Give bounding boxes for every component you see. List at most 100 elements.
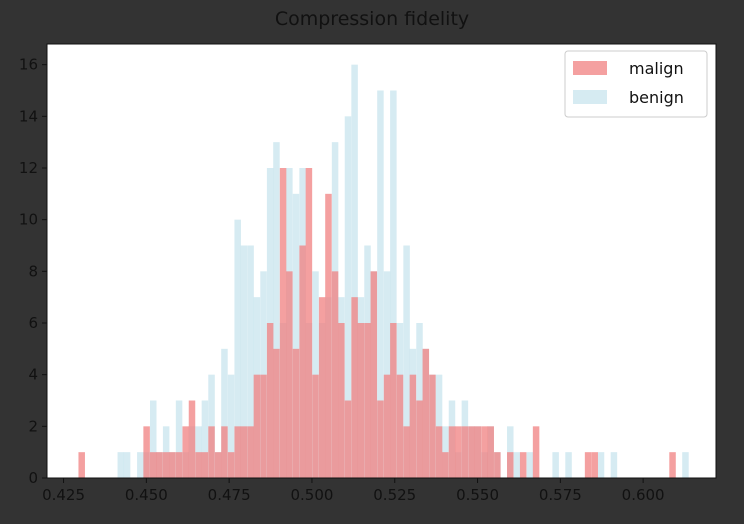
malign-bar	[325, 193, 332, 478]
malign-bar	[507, 452, 514, 478]
malign-bar	[403, 426, 410, 478]
malign-bar	[468, 426, 475, 478]
legend-swatch-benign	[573, 90, 607, 104]
malign-bar	[169, 452, 176, 478]
malign-bars	[78, 168, 676, 478]
benign-bar	[162, 426, 170, 478]
x-tick-label: 0.525	[373, 486, 416, 504]
benign-bar	[390, 90, 397, 478]
benign-bar	[610, 452, 618, 478]
benign-bar	[442, 426, 449, 478]
y-tick-label: 2	[28, 417, 38, 435]
malign-bar	[260, 374, 267, 478]
malign-bar	[201, 452, 209, 478]
benign-bar	[377, 90, 384, 478]
malign-bar	[156, 452, 163, 478]
malign-bar	[279, 168, 287, 478]
malign-bar	[416, 400, 423, 478]
malign-bar	[519, 452, 527, 478]
malign-bar	[584, 452, 592, 478]
malign-bar	[370, 271, 378, 478]
malign-bar	[344, 400, 352, 478]
benign-bar	[150, 400, 157, 478]
malign-bar	[312, 374, 319, 478]
malign-bar	[299, 245, 306, 478]
plot-frame	[46, 43, 717, 479]
x-tick-label: 0.425	[42, 486, 85, 504]
malign-bar	[487, 426, 494, 478]
malign-bar	[442, 452, 449, 478]
malign-bar	[234, 426, 241, 478]
benign-bar	[344, 116, 352, 478]
malign-bar	[221, 426, 228, 478]
malign-bar	[253, 374, 261, 478]
malign-bar	[240, 426, 248, 478]
legend: malign benign	[564, 50, 708, 118]
malign-bar	[448, 426, 456, 478]
malign-bar	[422, 348, 430, 478]
malign-bar	[474, 426, 482, 478]
y-tick-label: 8	[28, 262, 38, 280]
malign-bar	[429, 374, 436, 478]
malign-bar	[364, 323, 371, 478]
malign-bar	[669, 452, 676, 478]
malign-bar	[162, 452, 170, 478]
y-tick-label: 0	[28, 469, 38, 487]
x-axis: 0.425 0.450 0.475 0.500 0.525 0.550 0.575 0.600	[42, 478, 665, 504]
legend-swatch-malign	[573, 61, 607, 75]
malign-bar	[435, 426, 443, 478]
y-tick-label: 16	[19, 56, 38, 74]
malign-bar	[188, 400, 196, 478]
malign-bar	[150, 452, 157, 478]
x-tick-label: 0.450	[125, 486, 168, 504]
x-tick-label: 0.575	[539, 486, 582, 504]
malign-bar	[396, 374, 404, 478]
benign-bar	[195, 426, 202, 478]
malign-bar	[227, 452, 235, 478]
benign-bar	[260, 271, 267, 478]
malign-bar	[318, 297, 326, 478]
benign-bar	[552, 452, 559, 478]
malign-bar	[461, 426, 469, 478]
benign-bar	[507, 426, 514, 478]
malign-bar	[208, 426, 215, 478]
malign-bar	[357, 323, 365, 478]
benign-bar	[383, 271, 391, 478]
malign-bar	[175, 452, 183, 478]
malign-bar	[377, 400, 384, 478]
benign-bar	[273, 142, 280, 479]
legend-label-malign: malign	[629, 59, 684, 78]
benign-bar	[137, 452, 144, 478]
malign-bar	[331, 271, 339, 478]
benign-bar	[513, 452, 521, 478]
benign-bar	[240, 245, 248, 478]
benign-bar	[234, 219, 241, 479]
malign-bar	[409, 374, 417, 478]
malign-bar	[481, 426, 488, 478]
y-tick-label: 10	[19, 211, 38, 229]
malign-bar	[292, 348, 300, 478]
malign-bar	[351, 297, 358, 478]
chart-title: Compression fidelity	[274, 8, 470, 30]
benign-bar	[565, 452, 572, 478]
benign-bar	[351, 64, 358, 479]
x-tick-label: 0.600	[622, 486, 665, 504]
benign-bar	[312, 271, 319, 478]
x-tick-label: 0.500	[290, 486, 333, 504]
malign-bar	[532, 426, 540, 478]
malign-bar	[273, 348, 280, 478]
y-tick-label: 12	[19, 159, 38, 177]
malign-bar	[182, 426, 189, 478]
malign-bar	[214, 452, 222, 478]
benign-bar	[597, 452, 605, 478]
malign-bar	[247, 426, 254, 478]
malign-bar	[143, 426, 150, 478]
malign-bar	[390, 323, 397, 478]
malign-bar	[494, 452, 501, 478]
y-axis: 0 2 4 6 8 10 12 14 16	[19, 56, 47, 487]
benign-bar	[123, 452, 131, 478]
malign-bar	[591, 452, 598, 478]
malign-bar	[266, 323, 274, 478]
malign-bar	[78, 452, 85, 478]
